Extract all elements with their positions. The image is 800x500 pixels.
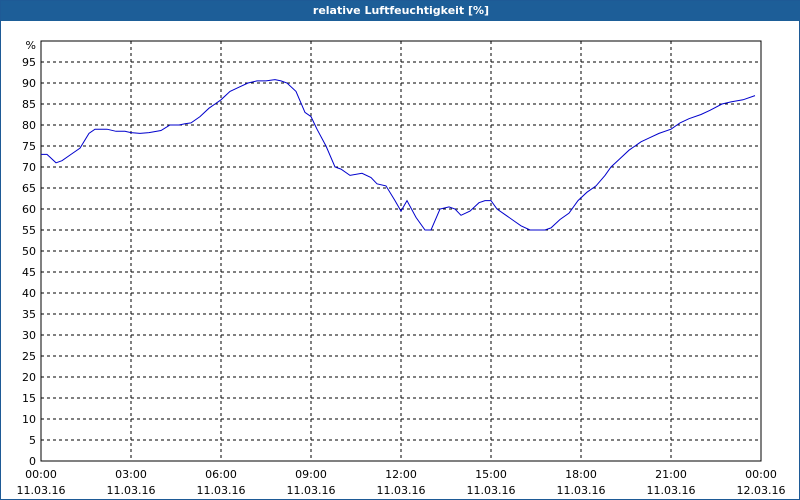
y-tick-label: 75 [22, 140, 36, 153]
y-tick-label: 85 [22, 98, 36, 111]
y-tick-label: 60 [22, 203, 36, 216]
y-tick-label: 65 [22, 182, 36, 195]
x-tick-time: 00:00 [25, 468, 57, 481]
x-tick-time: 06:00 [205, 468, 237, 481]
y-tick-label: 70 [22, 161, 36, 174]
y-tick-label: 80 [22, 119, 36, 132]
y-tick-label: 95 [22, 56, 36, 69]
y-tick-label: 15 [22, 392, 36, 405]
y-tick-label: 30 [22, 329, 36, 342]
y-tick-label: 55 [22, 224, 36, 237]
x-tick-date: 12.03.16 [737, 484, 786, 497]
x-tick-time: 09:00 [295, 468, 327, 481]
x-tick-date: 11.03.16 [107, 484, 156, 497]
y-axis-label: % [26, 39, 36, 52]
y-tick-label: 0 [29, 455, 36, 468]
y-tick-label: 45 [22, 266, 36, 279]
x-tick-date: 11.03.16 [467, 484, 516, 497]
y-tick-label: 25 [22, 350, 36, 363]
x-tick-date: 11.03.16 [377, 484, 426, 497]
x-tick-time: 15:00 [475, 468, 507, 481]
y-tick-label: 20 [22, 371, 36, 384]
x-tick-date: 11.03.16 [17, 484, 66, 497]
plot-border [40, 40, 762, 462]
x-tick-date: 11.03.16 [557, 484, 606, 497]
series-line [41, 79, 756, 231]
x-tick-time: 03:00 [115, 468, 147, 481]
y-tick-label: 90 [22, 77, 36, 90]
y-tick-label: 40 [22, 287, 36, 300]
y-tick-label: 5 [29, 434, 36, 447]
y-tick-label: 50 [22, 245, 36, 258]
y-tick-label: 10 [22, 413, 36, 426]
y-tick-label: 35 [22, 308, 36, 321]
x-tick-time: 21:00 [655, 468, 687, 481]
x-tick-date: 11.03.16 [287, 484, 336, 497]
x-tick-time: 18:00 [565, 468, 597, 481]
x-tick-date: 11.03.16 [647, 484, 696, 497]
chart-title: relative Luftfeuchtigkeit [%] [1, 1, 800, 21]
x-tick-date: 11.03.16 [197, 484, 246, 497]
x-tick-time: 12:00 [385, 468, 417, 481]
x-tick-time: 00:00 [745, 468, 777, 481]
